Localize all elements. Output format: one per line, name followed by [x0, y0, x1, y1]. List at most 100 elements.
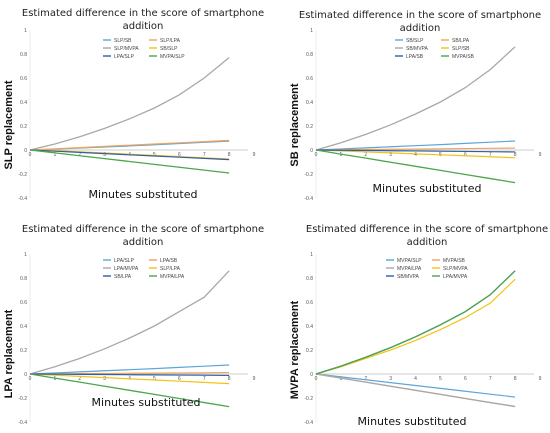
x-tick-label: 0 — [315, 376, 318, 382]
y-tick-label: 0.8 — [20, 52, 27, 58]
x-tick-label: 1 — [339, 376, 342, 382]
y-tick-label: -0.2 — [18, 172, 27, 178]
x-tick-label: 0 — [315, 152, 318, 158]
series-line-lpa-slp — [29, 364, 230, 375]
legend-entry: SLP/LPA — [160, 266, 181, 272]
chart-title-line: Estimated difference in the score of sma… — [22, 224, 264, 235]
series-line-slp-lpa — [29, 139, 230, 151]
legend-entry: SLP/SB — [452, 46, 470, 52]
legend-entry: LPA/SLP — [114, 258, 135, 264]
y-tick-label: 0.8 — [20, 276, 27, 282]
y-tick-label: 1 — [310, 252, 313, 258]
chart-panel-4: Estimated difference in the score of sma… — [289, 224, 548, 428]
y-tick-label: 0.2 — [306, 348, 313, 354]
x-tick-label: 8 — [228, 152, 231, 158]
y-tick-label: 0.6 — [20, 76, 27, 82]
series-line-slp-sb — [315, 149, 516, 159]
y-tick-label: 0.2 — [20, 348, 27, 354]
x-tick-label: 2 — [78, 152, 81, 158]
legend-entry: SLP/SB — [114, 38, 132, 44]
y-tick-label: 0.8 — [306, 276, 313, 282]
y-tick-label: -0.4 — [304, 420, 313, 426]
legend-entry: SLP/MVPA — [114, 46, 139, 52]
x-axis-title: Minutes substituted — [92, 396, 201, 409]
y-tick-label: 0.4 — [306, 324, 313, 330]
y-tick-label: -0.4 — [18, 420, 27, 426]
series-line-slp-mvpa — [29, 57, 230, 151]
legend-entry: MVPA/SB — [452, 54, 475, 60]
legend-entry: MVPA/SLP — [397, 258, 422, 264]
series-line-sb-lpa — [315, 147, 516, 151]
x-tick-label: 1 — [339, 152, 342, 158]
x-tick-label: 8 — [514, 152, 517, 158]
legend-entry: LPA/SB — [160, 258, 178, 264]
legend-entry: SLP/LPA — [160, 38, 181, 44]
legend-entry: MVPA/LPA — [397, 266, 422, 272]
x-tick-label: 2 — [78, 376, 81, 382]
y-tick-label: 0.4 — [20, 100, 27, 106]
series-line-sb-lpa — [29, 373, 230, 377]
x-tick-label: 2 — [364, 376, 367, 382]
x-tick-label: 4 — [414, 152, 417, 158]
legend-entry: LPA/SB — [406, 54, 424, 60]
legend-entry: MVPA/LPA — [160, 274, 185, 280]
y-axis-title: MVPA replacement — [289, 300, 301, 399]
x-tick-label: 2 — [364, 152, 367, 158]
legend-entry: SB/LPA — [452, 38, 470, 44]
series-line-lpa-sb — [315, 149, 516, 153]
x-tick-label: 9 — [539, 376, 542, 382]
legend-entry: SLP/MVPA — [443, 266, 468, 272]
y-tick-label: 0.6 — [306, 300, 313, 306]
y-axis-title: LPA replacement — [3, 309, 15, 398]
legend-entry: SB/SLP — [406, 38, 424, 44]
y-tick-label: 0.2 — [306, 124, 313, 130]
legend-entry: LPA/MVPA — [443, 274, 468, 280]
y-tick-label: 0.6 — [20, 300, 27, 306]
series-line-sb-mvpa — [315, 270, 516, 375]
chart-title-line: addition — [123, 21, 164, 32]
y-tick-label: -0.4 — [18, 196, 27, 202]
x-axis-title: Minutes substituted — [373, 182, 482, 195]
series-line-slp-mvpa — [315, 278, 516, 375]
series-line-slp-lpa — [29, 373, 230, 385]
legend-entry: SB/MVPA — [397, 274, 420, 280]
x-tick-label: 8 — [228, 376, 231, 382]
y-tick-label: 1 — [310, 28, 313, 34]
x-tick-label: 6 — [178, 376, 181, 382]
x-axis-title: Minutes substituted — [89, 188, 198, 201]
x-tick-label: 6 — [464, 152, 467, 158]
y-tick-label: 0 — [310, 148, 313, 154]
series-line-mvpa-slp — [29, 149, 230, 174]
x-tick-label: 3 — [389, 376, 392, 382]
chart-title-line: Estimated difference in the score of sma… — [306, 224, 548, 235]
y-axis-title: SB replacement — [289, 83, 301, 166]
y-axis-title: SLP replacement — [3, 80, 15, 169]
y-tick-label: 0.8 — [306, 52, 313, 58]
x-tick-label: 4 — [414, 376, 417, 382]
x-tick-label: 0 — [29, 376, 32, 382]
series-line-lpa-slp — [29, 149, 230, 161]
x-tick-label: 7 — [203, 152, 206, 158]
x-tick-label: 9 — [253, 152, 256, 158]
y-tick-label: 0.6 — [306, 76, 313, 82]
x-tick-label: 9 — [253, 376, 256, 382]
legend-entry: MVPA/SB — [443, 258, 466, 264]
legend-entry: SB/LPA — [114, 274, 132, 280]
series-line-mvpa-slp — [315, 373, 516, 398]
y-tick-label: 0.4 — [20, 324, 27, 330]
x-tick-label: 5 — [153, 376, 156, 382]
legend-entry: MVPA/SLP — [160, 54, 185, 60]
series-line-mvpa-sb — [315, 149, 516, 184]
chart-title-line: Estimated difference in the score of sma… — [299, 10, 541, 21]
y-tick-label: 0 — [310, 372, 313, 378]
y-tick-label: -0.2 — [304, 172, 313, 178]
x-tick-label: 6 — [178, 152, 181, 158]
x-tick-label: 9 — [539, 152, 542, 158]
chart-title-line: addition — [400, 23, 441, 34]
y-tick-label: -0.2 — [304, 396, 313, 402]
x-tick-label: 1 — [53, 152, 56, 158]
y-tick-label: 0.2 — [20, 124, 27, 130]
x-tick-label: 3 — [103, 376, 106, 382]
legend-entry: SB/SLP — [160, 46, 178, 52]
